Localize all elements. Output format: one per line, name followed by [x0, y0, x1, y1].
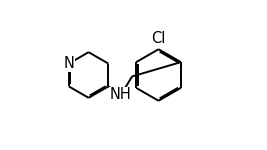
Text: NH: NH: [110, 87, 132, 102]
Text: Cl: Cl: [151, 31, 166, 46]
Text: N: N: [63, 56, 74, 71]
